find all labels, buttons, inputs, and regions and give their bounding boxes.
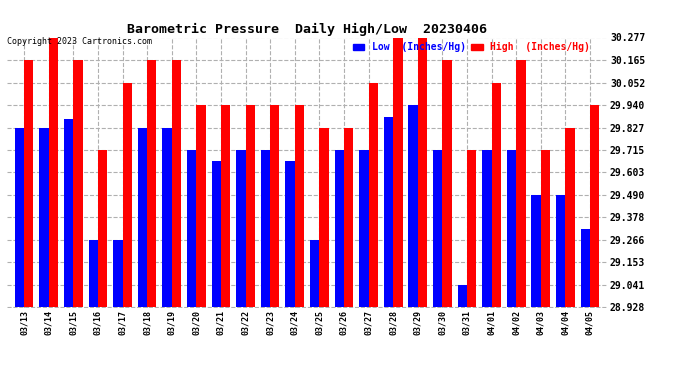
Bar [344,128,353,308]
Bar [123,82,132,308]
Bar [442,60,452,308]
Bar [531,195,541,308]
Bar [14,128,24,308]
Bar [162,128,172,308]
Bar [270,105,279,308]
Bar [172,60,181,308]
Bar [49,38,58,308]
Bar [556,195,565,308]
Bar [113,240,123,308]
Bar [187,150,197,308]
Bar [310,240,319,308]
Bar [417,38,427,308]
Bar [98,150,107,308]
Bar [541,150,550,308]
Bar [590,105,600,308]
Bar [368,82,378,308]
Bar [393,38,402,308]
Bar [88,240,98,308]
Bar [359,150,368,308]
Bar [73,60,83,308]
Bar [433,150,442,308]
Bar [482,150,491,308]
Bar [138,128,147,308]
Bar [286,161,295,308]
Bar [335,150,344,308]
Title: Barometric Pressure  Daily High/Low  20230406: Barometric Pressure Daily High/Low 20230… [127,23,487,36]
Text: Copyright 2023 Cartronics.com: Copyright 2023 Cartronics.com [7,38,152,46]
Bar [261,150,270,308]
Bar [319,128,328,308]
Bar [408,105,417,308]
Bar [457,285,467,308]
Legend: Low  (Inches/Hg), High  (Inches/Hg): Low (Inches/Hg), High (Inches/Hg) [353,42,591,52]
Bar [491,82,501,308]
Bar [212,161,221,308]
Bar [39,128,49,308]
Bar [384,117,393,308]
Bar [24,60,34,308]
Bar [295,105,304,308]
Bar [580,229,590,308]
Bar [467,150,476,308]
Bar [565,128,575,308]
Bar [64,119,73,308]
Bar [516,60,526,308]
Bar [246,105,255,308]
Bar [221,105,230,308]
Bar [236,150,246,308]
Bar [197,105,206,308]
Bar [507,150,516,308]
Bar [147,60,157,308]
